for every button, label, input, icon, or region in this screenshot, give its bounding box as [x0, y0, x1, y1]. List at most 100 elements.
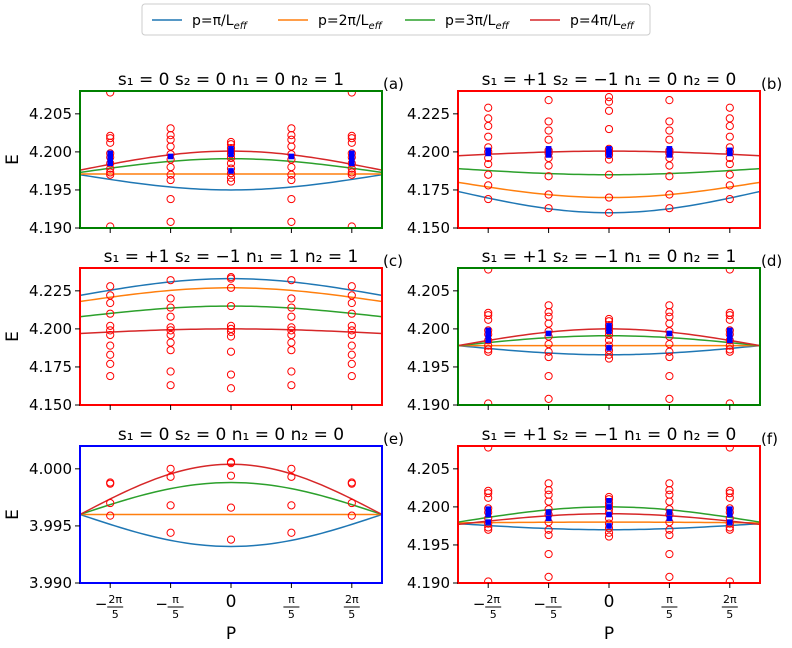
series-line-3: [458, 334, 760, 347]
red-marker: [604, 124, 614, 134]
red-marker: [725, 345, 734, 354]
x-tick-denominator: 5: [726, 608, 733, 621]
panel-label: (b): [761, 75, 782, 93]
red-marker: [106, 168, 115, 177]
red-marker: [347, 298, 356, 308]
x-tick-denominator: 5: [172, 608, 179, 621]
panel-a: 4.190 4.195 4.200 4.205 s₁ = 0 s₂ = 0 n₁ = 0…: [3, 70, 404, 237]
y-tick-label: 4.205: [407, 460, 450, 478]
panel-title: s₁ = 0 s₂ = 0 n₁ = 0 n₂ = 0: [118, 425, 344, 445]
red-marker: [287, 217, 296, 227]
red-marker: [106, 222, 115, 228]
red-marker: [166, 276, 175, 285]
blue-marker: [107, 160, 114, 167]
red-marker: [665, 190, 674, 199]
red-marker: [287, 312, 296, 321]
blue-marker: [606, 152, 612, 158]
plot-area: [80, 91, 382, 228]
series-line-1: [80, 277, 382, 297]
blue-marker: [228, 168, 234, 174]
red-marker: [725, 132, 734, 141]
blue-marker: [606, 146, 612, 152]
red-marker: [725, 486, 734, 496]
panel-b: 4.150 4.175 4.200 4.225 s₁ = +1 s₂ = −1 n₁ =…: [407, 70, 782, 237]
red-marker: [347, 131, 356, 141]
red-marker: [665, 117, 674, 126]
red-marker: [544, 301, 553, 310]
red-marker: [106, 134, 115, 143]
legend-label-sub: eff: [234, 21, 249, 32]
legend-frame: [141, 3, 651, 36]
red-marker: [347, 282, 356, 291]
red-marker: [544, 190, 553, 199]
red-marker: [287, 464, 296, 473]
x-tick-sign: −: [95, 595, 108, 613]
red-marker: [287, 501, 296, 510]
red-marker: [665, 161, 674, 170]
blue-marker: [606, 498, 612, 504]
panel-title: s₁ = +1 s₂ = −1 n₁ = 1 n₂ = 1: [104, 247, 359, 267]
legend: p=π/Leff p=2π/Leff p=3π/Leff p=4π/Leff: [141, 3, 651, 36]
red-marker: [725, 525, 734, 534]
blue-marker: [726, 511, 733, 518]
red-marker: [166, 131, 175, 140]
red-marker: [287, 472, 296, 481]
blue-marker: [348, 155, 355, 161]
y-tick-label: 4.195: [29, 181, 72, 199]
red-marker: [484, 132, 493, 141]
x-tick-label: 0: [604, 592, 615, 612]
x-tick-label: π5: [661, 593, 678, 621]
red-marker: [725, 308, 734, 318]
red-marker: [544, 479, 553, 488]
x-tick-label: π5: [283, 593, 300, 621]
red-marker: [166, 472, 175, 481]
red-marker: [166, 163, 175, 172]
y-tick-label: 3.990: [29, 574, 72, 592]
red-marker: [665, 319, 674, 328]
blue-marker: [485, 337, 492, 344]
legend-label: p=4π/Leff: [570, 13, 636, 32]
red-marker: [665, 172, 674, 181]
x-tick-label: − π 5: [155, 593, 184, 621]
red-marker: [347, 170, 356, 179]
red-marker: [665, 204, 674, 213]
y-tick-label: 4.200: [407, 320, 450, 338]
red-marker: [347, 291, 356, 300]
plot-area: [458, 268, 760, 405]
series-line-3: [458, 167, 760, 176]
red-marker: [226, 347, 236, 356]
series-line-1: [80, 513, 382, 548]
y-tick-label: 4.195: [407, 536, 450, 554]
y-tick-label: 4.205: [29, 105, 72, 123]
y-tick-label: 4.175: [29, 358, 72, 376]
legend-label-main: p=3π/L: [445, 13, 496, 29]
y-axis-label: E: [3, 154, 23, 165]
y-tick-label: 4.205: [407, 282, 450, 300]
red-marker: [287, 367, 296, 376]
x-tick-denominator: 5: [348, 608, 355, 621]
y-tick-label: 4.190: [29, 219, 72, 237]
y-tick-label: 4.200: [407, 498, 450, 516]
red-marker: [544, 126, 553, 135]
panel-title: s₁ = +1 s₂ = −1 n₁ = 0 n₂ = 1: [482, 247, 737, 267]
legend-label-main: p=2π/L: [318, 13, 369, 29]
red-marker: [226, 173, 236, 182]
red-marker: [347, 359, 356, 368]
red-marker: [106, 350, 115, 359]
y-tick-label: 4.190: [407, 396, 450, 414]
blue-marker: [726, 337, 733, 344]
red-marker: [287, 170, 296, 179]
red-marker: [484, 577, 493, 583]
red-marker: [106, 359, 115, 368]
legend-label-sub: eff: [495, 21, 510, 32]
x-tick-label: − π 5: [533, 593, 562, 621]
red-marker: [226, 177, 236, 186]
red-marker: [544, 497, 553, 506]
red-marker: [166, 217, 175, 227]
red-marker: [604, 97, 614, 106]
red-marker: [665, 549, 674, 559]
red-marker: [166, 346, 175, 355]
red-marker: [604, 314, 614, 324]
red-marker: [226, 327, 236, 337]
blue-marker: [666, 152, 673, 158]
